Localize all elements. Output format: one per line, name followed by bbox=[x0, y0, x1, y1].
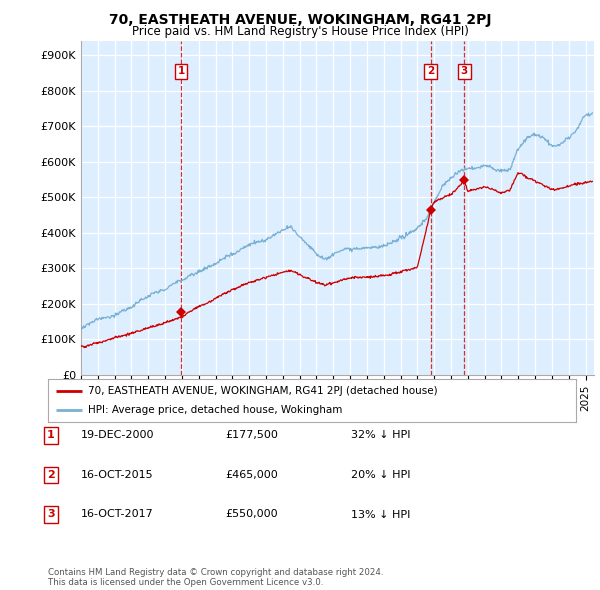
Text: Price paid vs. HM Land Registry's House Price Index (HPI): Price paid vs. HM Land Registry's House … bbox=[131, 25, 469, 38]
Text: 70, EASTHEATH AVENUE, WOKINGHAM, RG41 2PJ (detached house): 70, EASTHEATH AVENUE, WOKINGHAM, RG41 2P… bbox=[88, 386, 437, 396]
Text: 20% ↓ HPI: 20% ↓ HPI bbox=[351, 470, 410, 480]
Text: 13% ↓ HPI: 13% ↓ HPI bbox=[351, 510, 410, 519]
Text: HPI: Average price, detached house, Wokingham: HPI: Average price, detached house, Woki… bbox=[88, 405, 342, 415]
Text: Contains HM Land Registry data © Crown copyright and database right 2024.
This d: Contains HM Land Registry data © Crown c… bbox=[48, 568, 383, 587]
Text: 1: 1 bbox=[47, 431, 55, 440]
Text: 3: 3 bbox=[47, 510, 55, 519]
Text: 1: 1 bbox=[178, 67, 185, 77]
Text: 32% ↓ HPI: 32% ↓ HPI bbox=[351, 431, 410, 440]
Text: 16-OCT-2015: 16-OCT-2015 bbox=[81, 470, 154, 480]
Text: 70, EASTHEATH AVENUE, WOKINGHAM, RG41 2PJ: 70, EASTHEATH AVENUE, WOKINGHAM, RG41 2P… bbox=[109, 13, 491, 27]
Text: £177,500: £177,500 bbox=[225, 431, 278, 440]
Text: 19-DEC-2000: 19-DEC-2000 bbox=[81, 431, 155, 440]
Text: £550,000: £550,000 bbox=[225, 510, 278, 519]
Text: £465,000: £465,000 bbox=[225, 470, 278, 480]
Text: 2: 2 bbox=[427, 67, 434, 77]
Text: 16-OCT-2017: 16-OCT-2017 bbox=[81, 510, 154, 519]
Text: 2: 2 bbox=[47, 470, 55, 480]
Text: 3: 3 bbox=[461, 67, 468, 77]
